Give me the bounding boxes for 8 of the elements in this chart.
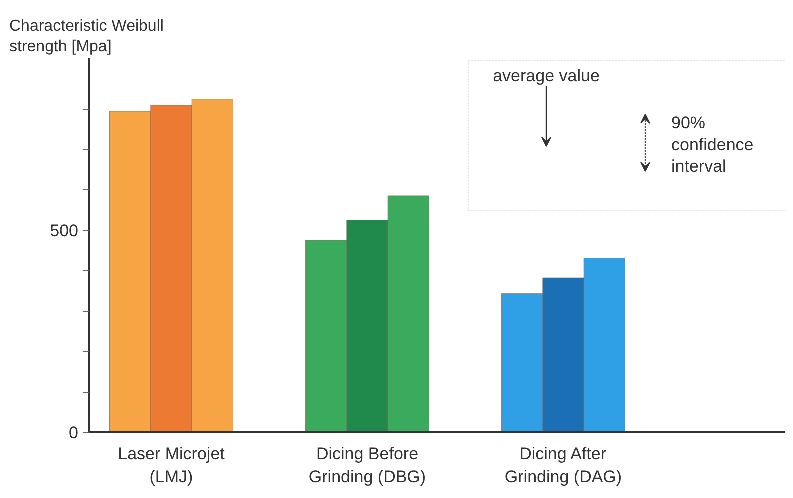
y-tick-label: 0 (69, 424, 79, 442)
y-axis-title: Characteristic Weibull strength [Mpa] (10, 18, 164, 56)
x-tick-label: Dicing Before Grinding (DBG) (308, 444, 426, 486)
x-tick-label: Laser Microjet (LMJ) (118, 444, 226, 486)
x-tick-label: Dicing After Grinding (DAG) (504, 444, 622, 486)
annotation: average value (493, 66, 600, 86)
annotation: 90% confidence interval (672, 114, 754, 176)
y-tick-label: 500 (50, 221, 79, 240)
